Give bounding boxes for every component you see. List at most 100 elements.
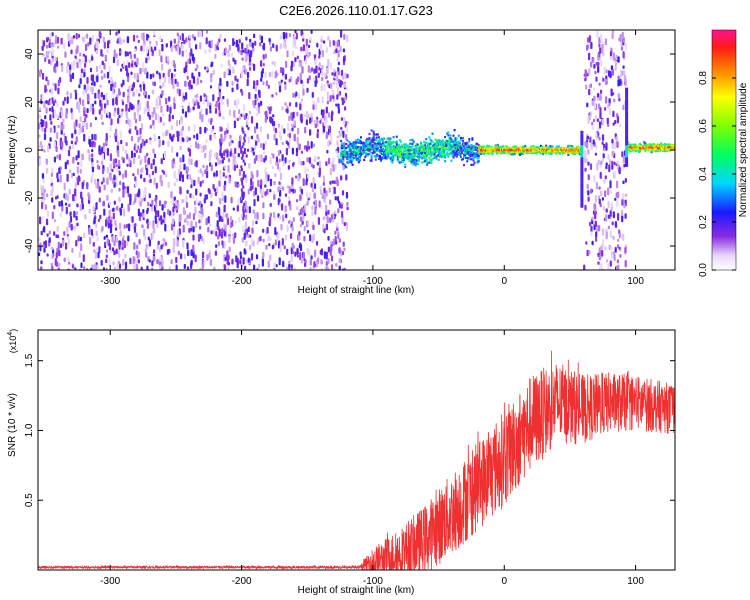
spectrogram-cell (343, 222, 346, 227)
spectrogram-cell (299, 242, 302, 247)
spectrogram-cell (254, 93, 257, 99)
spectrogram-cell (347, 157, 350, 160)
spectrogram-cell (409, 146, 412, 149)
spectrogram-cell (588, 67, 591, 74)
spectrogram-cell (618, 123, 622, 127)
spectrogram-cell (405, 150, 408, 153)
spectrogram-cell (76, 203, 79, 208)
spectrogram-cell (365, 147, 368, 150)
spectrogram-cell (409, 142, 412, 145)
spectrogram-cell (541, 147, 543, 151)
spectrogram-cell (233, 100, 237, 105)
spectrogram-cell (219, 215, 222, 220)
spectrogram-cell (83, 266, 86, 270)
spectrogram-cell (435, 157, 438, 161)
spectrogram-cell (44, 127, 47, 133)
spectrogram-cell (113, 250, 116, 256)
spectrogram-cell (102, 200, 105, 207)
spectrogram-cell (590, 225, 593, 233)
spectrogram-cell (181, 108, 185, 114)
spectrogram-cell (173, 227, 176, 236)
spectrogram-cell (607, 154, 610, 160)
spectrogram-cell (400, 160, 402, 164)
spectrogram-cell (618, 246, 621, 250)
spectrogram-cell (323, 251, 326, 259)
spectrogram-cell (260, 77, 263, 82)
spectrogram-cell (347, 145, 350, 148)
spectrogram-cell (328, 112, 331, 118)
spectrogram-cell (219, 142, 222, 146)
spectrogram-cell (453, 148, 456, 151)
spectrogram-cell (621, 216, 624, 223)
spectrogram-cell (140, 174, 143, 179)
spectrogram-cell (386, 144, 389, 147)
spectrogram-cell (63, 257, 66, 262)
spectrogram-cell (304, 145, 307, 150)
spectrogram-cell (38, 114, 42, 119)
spectrogram-cell (387, 155, 390, 158)
spectrogram-cell (286, 108, 289, 114)
spectrogram-cell (371, 137, 374, 140)
spectrogram-cell (618, 229, 621, 234)
spectrogram-cell (245, 154, 248, 158)
spectrogram-cell (494, 149, 497, 152)
spectrogram-cell (311, 92, 314, 98)
spectrogram-cell (147, 56, 150, 61)
spectrogram-cell (159, 116, 162, 123)
spectrogram-cell (298, 92, 301, 99)
spectrogram-cell (289, 137, 292, 143)
spectrogram-cell (170, 191, 173, 199)
spectrogram-cell (336, 94, 339, 100)
spectrogram-cell (395, 135, 398, 138)
spectrogram-cell (470, 158, 473, 161)
spectrogram-cell (285, 147, 288, 156)
spectrogram-cell (106, 195, 109, 201)
spectrogram-cell (473, 161, 476, 164)
spectrogram-cell (195, 188, 198, 196)
spectrogram-cell (300, 258, 303, 264)
spectrogram-cell (249, 50, 253, 58)
spectrogram-cell (371, 141, 374, 144)
spectrogram-cell (384, 156, 387, 160)
spectrogram-cell (256, 170, 259, 178)
spectrogram-cell (98, 109, 101, 115)
spectrogram-cell (153, 124, 156, 130)
spectrogram-cell (412, 160, 415, 163)
spectrogram-cell (231, 80, 234, 86)
spectrogram-cell (185, 37, 188, 43)
spectrogram-cell (365, 143, 368, 146)
spectrogram-cell (58, 249, 61, 257)
spectrogram-cell (38, 145, 42, 149)
spectrogram-cell (40, 198, 44, 202)
spectrogram-cell (255, 122, 259, 129)
spectrogram-cell (154, 197, 157, 202)
spectrogram-cell (233, 110, 236, 118)
spectrogram-cell (400, 148, 402, 151)
spectrogram-cell (467, 150, 470, 154)
spectrogram-cell (471, 137, 474, 140)
spectrogram-cell (450, 140, 453, 143)
spectrogram-cell (386, 142, 389, 145)
spectrogram-cell (272, 114, 275, 118)
spectrogram-cell (545, 150, 548, 153)
spectrogram-cell (452, 140, 455, 143)
spectrogram-cell (111, 235, 114, 243)
spectrogram-cell (340, 117, 343, 121)
spectrogram-cell (320, 84, 323, 92)
spectrogram-cell (242, 214, 245, 218)
spectrogram-cell (227, 53, 230, 58)
spectrogram-cell (346, 120, 349, 125)
spectrogram-cell (548, 152, 551, 155)
spectrogram-cell (123, 240, 126, 249)
spectrogram-cell (63, 132, 66, 137)
spectrogram-cell (49, 99, 52, 105)
spectrogram-cell (275, 264, 278, 268)
spectrogram-cell (227, 59, 230, 66)
spectrogram-cell (530, 145, 533, 148)
spectrogram-cell (155, 182, 158, 189)
spectrogram-cell (449, 142, 452, 146)
spectrogram-cell (335, 70, 339, 79)
spectrogram-cell (477, 157, 480, 160)
spectrogram-cell (135, 232, 138, 238)
spectrogram-cell (122, 258, 125, 266)
